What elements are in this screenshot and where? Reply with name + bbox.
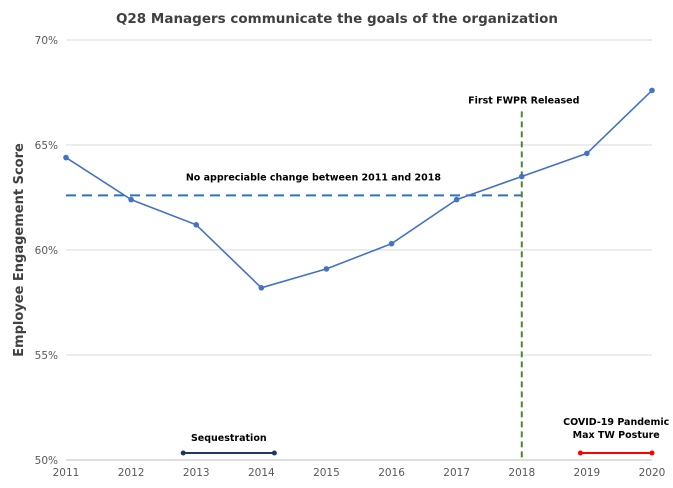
x-tick-label: 2012 — [118, 467, 145, 479]
period-label: Sequestration — [191, 433, 267, 444]
x-tick-label: 2017 — [443, 467, 470, 479]
period-start-dot — [577, 450, 583, 456]
vertical-marker-label: First FWPR Released — [468, 95, 579, 106]
x-tick-label: 2013 — [183, 467, 210, 479]
data-point — [323, 266, 330, 272]
period-end-dot — [649, 450, 655, 456]
y-axis-label: Employee Engagement Score — [12, 143, 27, 357]
x-tick-label: 2020 — [639, 467, 666, 479]
reference-line-group: No appreciable change between 2011 and 2… — [66, 172, 522, 197]
gridlines — [66, 39, 652, 461]
period-start-dot — [180, 450, 186, 456]
data-point — [193, 222, 200, 228]
x-tick-label: 2011 — [53, 467, 80, 479]
y-tick-label: 50% — [35, 455, 58, 467]
data-point — [453, 196, 460, 203]
x-tick-labels: 2011 2012 2013 2014 2015 2016 2017 2018 2019 2020 — [53, 467, 666, 479]
series-group — [63, 87, 655, 291]
series-line — [65, 89, 653, 289]
data-point — [128, 196, 134, 203]
x-tick-label: 2018 — [508, 467, 535, 479]
data-point — [518, 173, 525, 180]
data-point — [63, 154, 69, 161]
x-tick-label: 2016 — [378, 467, 405, 479]
y-tick-label: 70% — [35, 35, 58, 47]
x-tick-label: 2015 — [313, 467, 340, 479]
period-label-line1: COVID-19 Pandemic — [563, 417, 669, 428]
x-tick-label: 2014 — [248, 467, 275, 479]
reference-line-label: No appreciable change between 2011 and 2… — [186, 172, 442, 183]
period-end-dot — [271, 450, 277, 456]
y-tick-labels: 50% 55% 60% 65% 70% — [35, 35, 58, 467]
vertical-marker-group: First FWPR Released — [468, 95, 579, 460]
data-point — [258, 285, 265, 291]
y-tick-label: 60% — [35, 245, 58, 257]
chart-title: Q28 Managers communicate the goals of th… — [116, 11, 558, 27]
y-tick-label: 65% — [35, 140, 58, 152]
y-tick-label: 55% — [35, 350, 58, 362]
data-point — [388, 240, 395, 247]
period-markers: Sequestration COVID-19 Pandemic Max TW Pos… — [180, 417, 669, 456]
data-point — [584, 150, 590, 157]
data-point — [649, 87, 655, 94]
x-tick-label: 2019 — [574, 467, 601, 479]
period-label-line2: Max TW Posture — [573, 430, 660, 441]
